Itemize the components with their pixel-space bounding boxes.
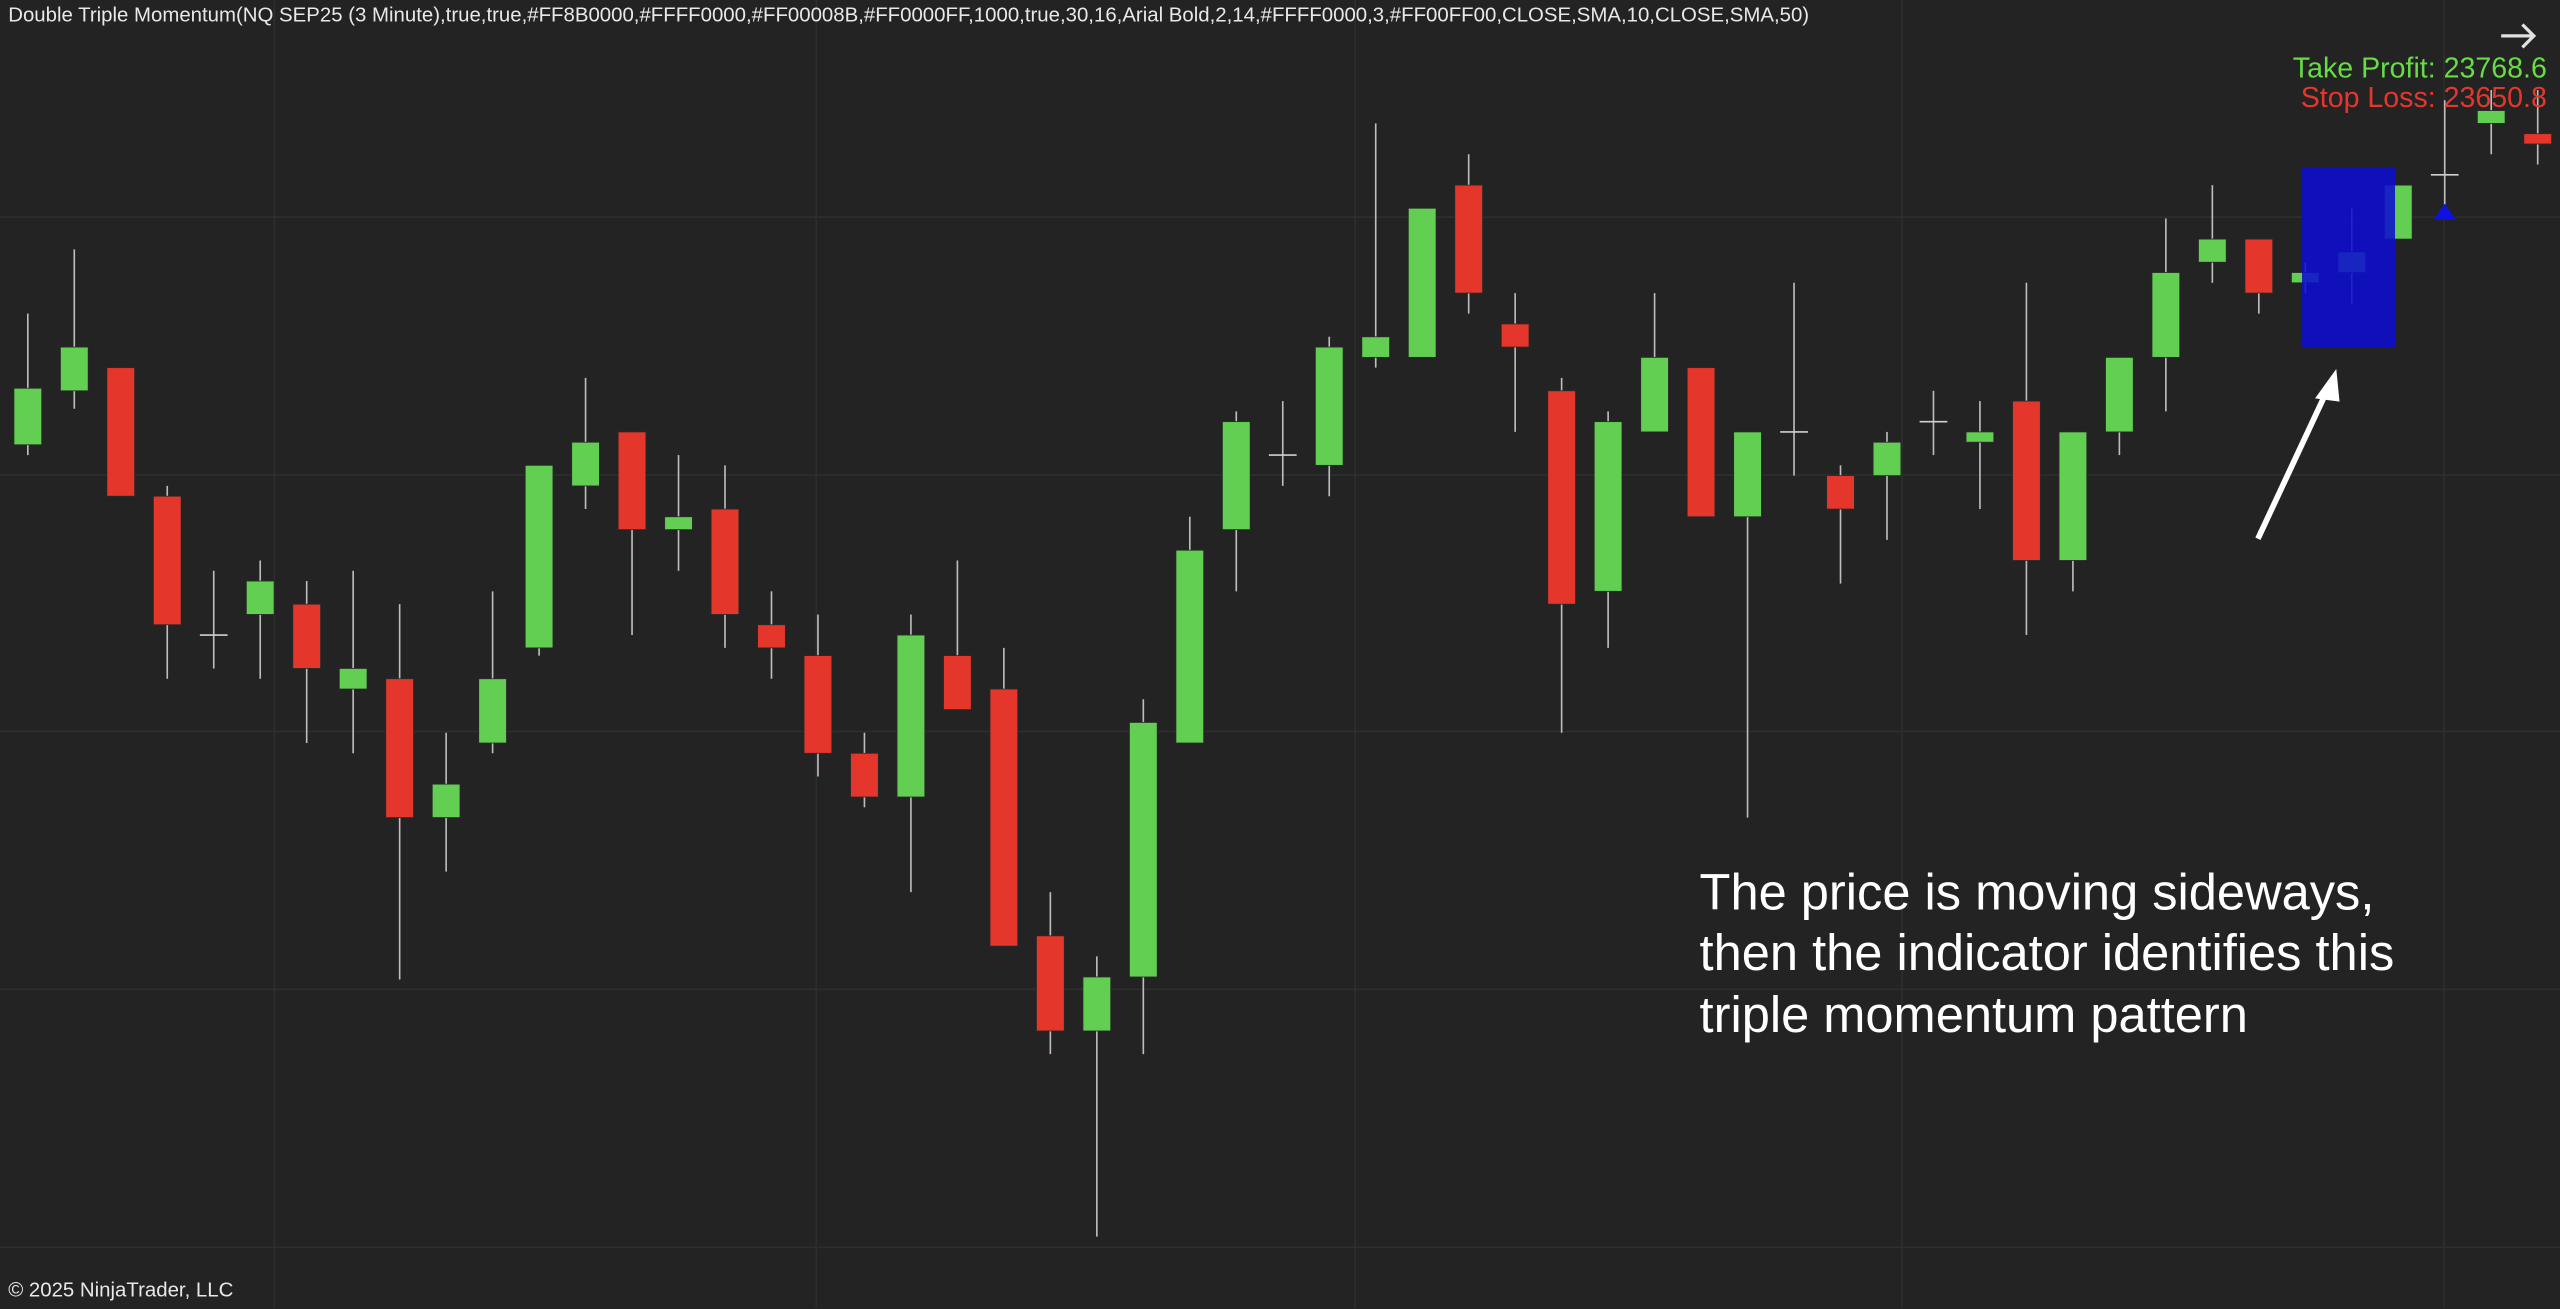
candle-body bbox=[1547, 390, 1576, 605]
indicator-title: Double Triple Momentum(NQ SEP25 (3 Minut… bbox=[8, 5, 1809, 27]
candle-body bbox=[2012, 400, 2041, 561]
candle-body bbox=[943, 655, 972, 711]
candle-body bbox=[1593, 421, 1623, 592]
arrow-icon[interactable] bbox=[2501, 23, 2537, 49]
candle-body bbox=[1826, 475, 1855, 510]
annotation-line: then the indicator identifies this bbox=[1700, 924, 2395, 981]
candle-body bbox=[2244, 238, 2274, 294]
candle-body bbox=[1733, 431, 1762, 518]
annotation-line: The price is moving sideways, bbox=[1700, 864, 2375, 921]
candle-body bbox=[2198, 238, 2227, 263]
candle-body bbox=[2476, 110, 2506, 124]
candle-body bbox=[245, 580, 275, 615]
candle-body bbox=[803, 655, 833, 754]
candle-body bbox=[2523, 133, 2552, 145]
candle-body bbox=[1686, 367, 1716, 518]
candle-body bbox=[478, 678, 507, 744]
candle-body bbox=[1221, 421, 1251, 531]
candle-body bbox=[106, 367, 136, 497]
take-profit-label: Take Profit: 23768.6 bbox=[2293, 53, 2547, 85]
candle-body bbox=[571, 441, 600, 487]
candle-body bbox=[664, 516, 693, 531]
candle-body bbox=[710, 508, 740, 615]
arrow-head bbox=[2315, 368, 2340, 402]
candle-body bbox=[757, 624, 786, 649]
candle-body bbox=[1407, 207, 1437, 358]
candle-body bbox=[1314, 346, 1344, 466]
candle-body bbox=[850, 752, 879, 798]
candle-body bbox=[1872, 441, 1902, 477]
candle-body bbox=[385, 678, 414, 818]
stop-loss-label: Stop Loss: 23650.8 bbox=[2301, 82, 2547, 114]
candle-body bbox=[431, 783, 461, 818]
candle-body bbox=[338, 668, 368, 690]
arrow-shaft bbox=[2255, 390, 2330, 540]
candle-body bbox=[989, 688, 1019, 947]
candle-body bbox=[60, 346, 89, 392]
candle-body bbox=[13, 387, 43, 446]
candle-body bbox=[1036, 935, 1065, 1032]
overlay bbox=[2301, 167, 2457, 348]
candle-body bbox=[1454, 184, 1483, 294]
candle-body bbox=[1082, 976, 1112, 1032]
candle-body bbox=[2105, 356, 2134, 433]
candle-body bbox=[617, 431, 647, 531]
candle-body bbox=[1129, 722, 1158, 978]
candle-body bbox=[292, 603, 321, 669]
candle-body bbox=[1175, 549, 1205, 744]
candle-body bbox=[2058, 431, 2088, 561]
annotation-line: triple momentum pattern bbox=[1700, 986, 2248, 1043]
candles bbox=[13, 89, 2552, 1237]
annotation-arrow bbox=[2255, 368, 2340, 540]
candle-body bbox=[152, 495, 182, 626]
candle-body bbox=[1500, 323, 1530, 348]
candle-body bbox=[1965, 431, 1995, 443]
signal-marker bbox=[2433, 203, 2457, 220]
candle-body bbox=[524, 464, 554, 649]
candle-body bbox=[1640, 356, 1669, 433]
footer: © 2025 NinjaTrader, LLC bbox=[8, 1280, 233, 1302]
candle-body bbox=[1361, 336, 1391, 358]
candle-body bbox=[896, 634, 926, 798]
candle-body bbox=[2151, 272, 2181, 358]
pattern-zone bbox=[2301, 167, 2396, 348]
